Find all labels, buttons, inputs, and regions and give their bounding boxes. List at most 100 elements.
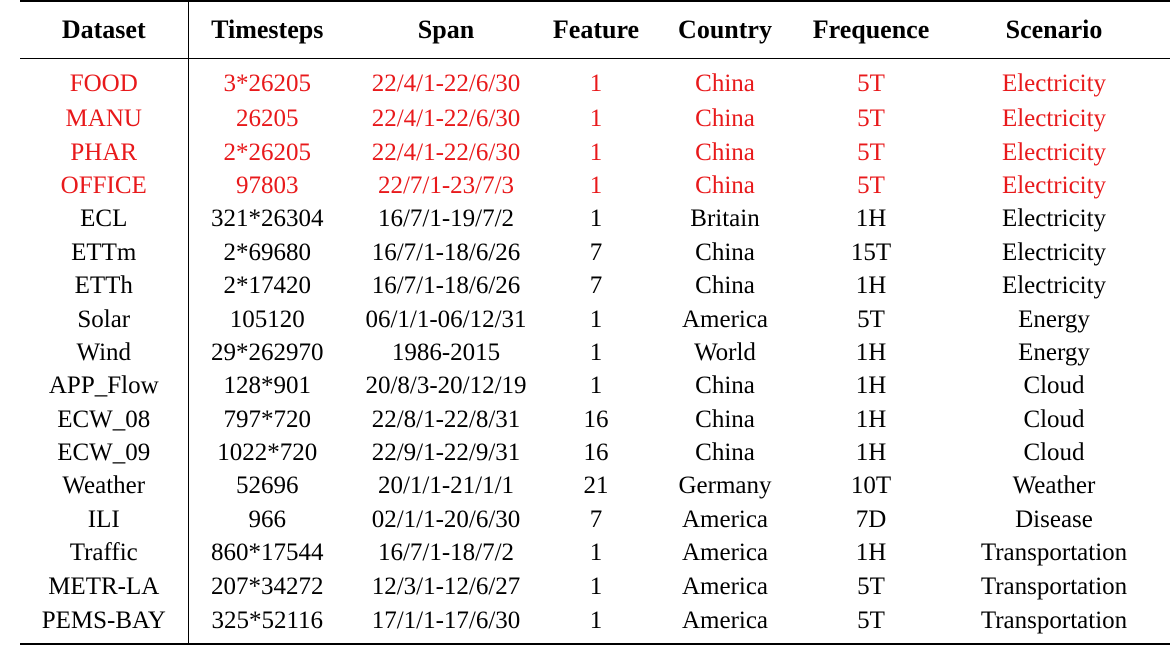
cell-scenario: Electricity bbox=[1001, 272, 1107, 300]
cell-country: America bbox=[681, 539, 769, 567]
cell-country: China bbox=[695, 70, 755, 97]
cell-feature: 7 bbox=[589, 505, 603, 533]
table-row: ECL 321*26304 16/7/1-19/7/2 1 Britain 1H Elect… bbox=[20, 202, 1170, 236]
cell-timesteps: 2*69680 bbox=[223, 238, 312, 266]
cell-dataset: FOOD bbox=[20, 58, 189, 102]
table-row: PEMS-BAY 325*52116 17/1/1-17/6/30 1 America 5… bbox=[20, 602, 1170, 644]
cell-dataset: Wind bbox=[20, 335, 189, 370]
header-span: Span bbox=[417, 15, 475, 44]
cell-timesteps: 860*17544 bbox=[211, 539, 324, 567]
cell-frequence: 1H bbox=[855, 205, 887, 233]
cell-dataset: PEMS-BAY bbox=[20, 602, 189, 644]
cell-frequence: 5T bbox=[857, 70, 885, 97]
cell-frequence: 10T bbox=[850, 472, 892, 500]
cell-span: 22/4/1-22/6/30 bbox=[371, 138, 521, 166]
cell-timesteps: 3*26205 bbox=[223, 70, 312, 97]
cell-dataset: ETTm bbox=[20, 235, 189, 269]
cell-frequence: 1H bbox=[855, 439, 887, 467]
table-row: MANU 26205 22/4/1-22/6/30 1 China 5T Electrici… bbox=[20, 102, 1170, 136]
cell-span: 16/7/1-19/7/2 bbox=[377, 205, 515, 233]
table-row: FOOD 3*26205 22/4/1-22/6/30 1 China 5T Electri… bbox=[20, 58, 1170, 102]
cell-feature: 1 bbox=[589, 138, 603, 166]
table-row: METR-LA 207*34272 12/3/1-12/6/27 1 America 5T… bbox=[20, 569, 1170, 603]
cell-feature: 16 bbox=[583, 439, 609, 467]
table-row: ETTm 2*69680 16/7/1-18/6/26 7 China 15T Electr… bbox=[20, 235, 1170, 269]
cell-feature: 1 bbox=[589, 70, 603, 97]
cell-timesteps: 1022*720 bbox=[217, 439, 318, 467]
cell-timesteps: 966 bbox=[248, 505, 287, 533]
cell-scenario: Transportation bbox=[980, 572, 1128, 600]
cell-dataset: ETTh bbox=[20, 268, 189, 303]
cell-timesteps: 105120 bbox=[229, 305, 305, 333]
cell-frequence: 1H bbox=[855, 539, 887, 567]
cell-span: 16/7/1-18/7/2 bbox=[377, 539, 515, 567]
table-row: APP_Flow 128*901 20/8/3-20/12/19 1 China 1H Cl… bbox=[20, 369, 1170, 403]
cell-country: Germany bbox=[678, 472, 772, 500]
cell-timesteps: 325*52116 bbox=[211, 607, 324, 635]
cell-dataset: Weather bbox=[20, 469, 189, 503]
cell-scenario: Energy bbox=[1018, 305, 1090, 333]
cell-country: America bbox=[681, 505, 769, 533]
cell-span: 20/1/1-21/1/1 bbox=[377, 472, 515, 500]
cell-scenario: Transportation bbox=[980, 539, 1128, 567]
cell-span: 16/7/1-18/6/26 bbox=[371, 238, 521, 266]
header-row: Dataset Timesteps Span Feature Country F… bbox=[20, 1, 1170, 59]
cell-scenario: Disease bbox=[1015, 505, 1093, 533]
cell-feature: 7 bbox=[589, 238, 603, 266]
cell-feature: 1 bbox=[589, 372, 603, 400]
cell-dataset: ECW_08 bbox=[20, 402, 189, 436]
cell-span: 22/4/1-22/6/30 bbox=[371, 70, 521, 97]
cell-frequence: 5T bbox=[857, 305, 885, 333]
cell-scenario: Transportation bbox=[980, 607, 1128, 635]
header-feature: Feature bbox=[552, 15, 640, 44]
cell-scenario: Electricity bbox=[1001, 238, 1107, 266]
cell-dataset: Solar bbox=[20, 302, 189, 336]
cell-span: 22/4/1-22/6/30 bbox=[371, 105, 521, 133]
cell-span: 06/1/1-06/12/31 bbox=[365, 305, 527, 333]
cell-span: 22/9/1-22/9/31 bbox=[371, 439, 521, 467]
cell-timesteps: 207*34272 bbox=[211, 572, 324, 600]
cell-country: Britain bbox=[690, 205, 760, 233]
cell-country: America bbox=[681, 607, 769, 635]
cell-dataset: ILI bbox=[20, 502, 189, 537]
cell-dataset: PHAR bbox=[20, 135, 189, 169]
cell-span: 02/1/1-20/6/30 bbox=[371, 505, 521, 533]
cell-dataset: ECL bbox=[20, 202, 189, 236]
cell-timesteps: 97803 bbox=[236, 171, 299, 199]
cell-feature: 1 bbox=[589, 205, 603, 233]
table-row: ILI 966 02/1/1-20/6/30 7 America 7D Disease bbox=[20, 502, 1170, 537]
cell-country: China bbox=[695, 171, 755, 199]
cell-span: 17/1/1-17/6/30 bbox=[371, 607, 521, 635]
table-row: ECW_08 797*720 22/8/1-22/8/31 16 China 1H Clou… bbox=[20, 402, 1170, 436]
cell-feature: 16 bbox=[583, 405, 609, 433]
cell-feature: 1 bbox=[589, 539, 603, 567]
table-row: ETTh 2*17420 16/7/1-18/6/26 7 China 1H Electri… bbox=[20, 268, 1170, 303]
table-body: FOOD 3*26205 22/4/1-22/6/30 1 China 5T Electri… bbox=[20, 58, 1170, 644]
cell-country: America bbox=[681, 305, 769, 333]
cell-frequence: 7D bbox=[855, 505, 887, 533]
cell-dataset: APP_Flow bbox=[20, 369, 189, 403]
cell-scenario: Electricity bbox=[1001, 171, 1107, 199]
cell-feature: 21 bbox=[583, 472, 609, 500]
cell-feature: 1 bbox=[589, 572, 603, 600]
cell-timesteps: 128*901 bbox=[223, 372, 312, 400]
cell-span: 12/3/1-12/6/27 bbox=[371, 572, 521, 600]
cell-frequence: 5T bbox=[857, 138, 885, 166]
cell-scenario: Electricity bbox=[1001, 70, 1107, 97]
cell-country: China bbox=[695, 138, 755, 166]
cell-timesteps: 29*262970 bbox=[211, 338, 324, 366]
dataset-table-container: Dataset Timesteps Span Feature Country F… bbox=[20, 0, 1170, 645]
cell-frequence: 5T bbox=[857, 171, 885, 199]
header-country: Country bbox=[678, 15, 772, 44]
cell-frequence: 1H bbox=[855, 338, 887, 366]
cell-dataset: MANU bbox=[20, 102, 189, 136]
cell-timesteps: 2*17420 bbox=[223, 272, 312, 300]
cell-country: China bbox=[695, 238, 755, 266]
cell-span: 22/7/1-23/7/3 bbox=[377, 171, 515, 199]
table-row: ECW_09 1022*720 22/9/1-22/9/31 16 China 1H Clo… bbox=[20, 435, 1170, 470]
cell-scenario: Electricity bbox=[1001, 138, 1107, 166]
cell-frequence: 1H bbox=[855, 272, 887, 300]
table-header: Dataset Timesteps Span Feature Country F… bbox=[20, 1, 1170, 59]
cell-timesteps: 2*26205 bbox=[223, 138, 312, 166]
cell-feature: 1 bbox=[589, 338, 603, 366]
